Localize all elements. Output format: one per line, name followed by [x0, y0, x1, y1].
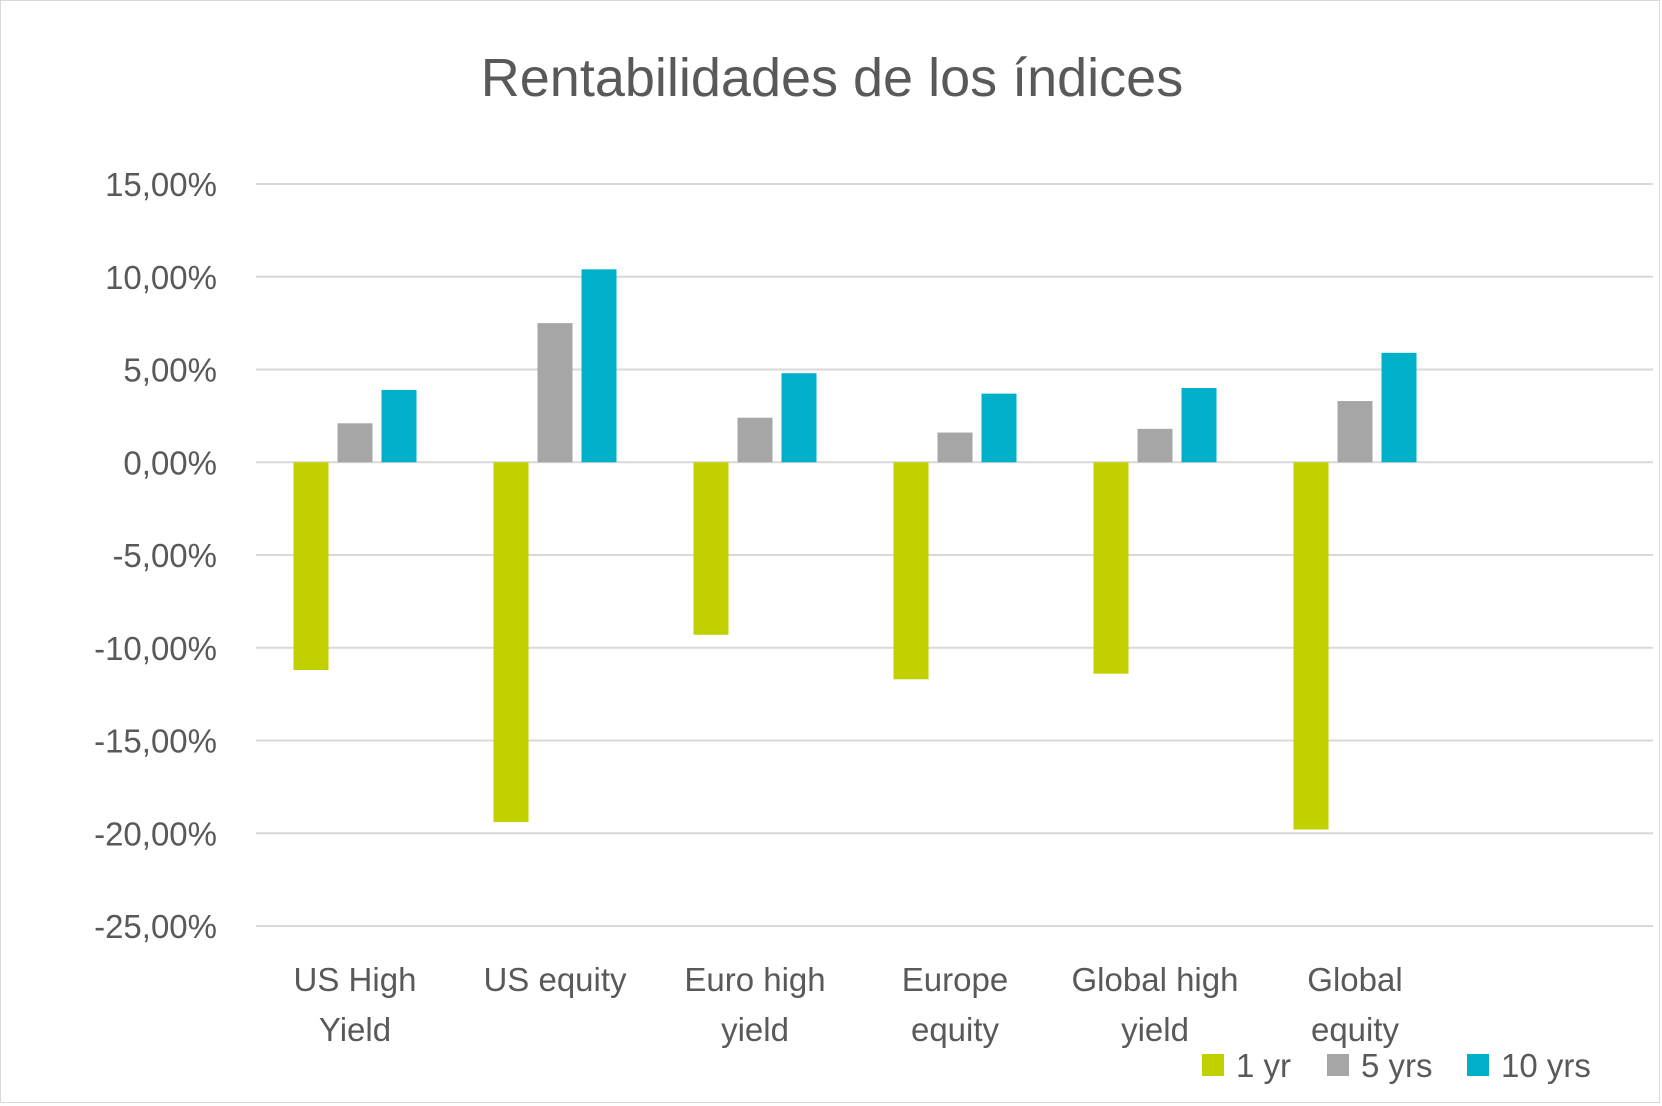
bars: [293, 269, 1417, 830]
legend: 1 yr 5 yrs 10 yrs: [1202, 1047, 1591, 1084]
x-axis-categories: US High Yield US equity Euro high yield Europ…: [294, 961, 1403, 1048]
x-category-label: Yield: [319, 1011, 391, 1048]
y-tick-label: 0,00%: [123, 444, 217, 481]
bar-5-yrs-4: [1137, 428, 1173, 463]
bar-1-yr-2: [693, 462, 729, 635]
y-tick-label: 5,00%: [123, 352, 217, 389]
legend-swatch-5-yrs: [1327, 1054, 1349, 1076]
bar-10-yrs-4: [1181, 388, 1217, 463]
bar-10-yrs-3: [981, 393, 1017, 463]
bar-1-yr-1: [493, 462, 529, 823]
bar-5-yrs-0: [337, 423, 373, 463]
bar-5-yrs-2: [737, 417, 773, 463]
y-tick-label: -10,00%: [94, 630, 217, 667]
legend-label: 5 yrs: [1361, 1047, 1433, 1084]
y-axis-ticks: 15,00% 10,00% 5,00% 0,00% -5,00% -10,00% -15,0…: [94, 166, 217, 945]
bar-5-yrs-1: [537, 323, 573, 463]
bar-1-yr-4: [1093, 462, 1129, 674]
x-category-label: Global high: [1072, 961, 1239, 998]
bar-10-yrs-2: [781, 373, 817, 463]
legend-swatch-10-yrs: [1467, 1054, 1489, 1076]
bar-5-yrs-3: [937, 432, 973, 463]
bar-10-yrs-5: [1381, 352, 1417, 463]
legend-label: 1 yr: [1236, 1047, 1291, 1084]
x-category-label: equity: [1311, 1011, 1400, 1048]
y-tick-label: -15,00%: [94, 723, 217, 760]
chart-title: Rentabilidades de los índices: [481, 48, 1183, 108]
x-category-label: yield: [1121, 1011, 1189, 1048]
x-category-label: Global: [1307, 961, 1402, 998]
gridlines: [256, 183, 1653, 927]
x-category-label: Euro high: [684, 961, 825, 998]
bar-10-yrs-0: [381, 389, 417, 463]
bar-5-yrs-5: [1337, 401, 1373, 463]
y-tick-label: 15,00%: [105, 166, 217, 203]
bar-1-yr-3: [893, 462, 929, 680]
y-tick-label: 10,00%: [105, 259, 217, 296]
y-tick-label: -5,00%: [112, 537, 217, 574]
legend-label: 10 yrs: [1501, 1047, 1591, 1084]
x-category-label: equity: [911, 1011, 1000, 1048]
bar-1-yr-0: [293, 462, 329, 671]
bar-1-yr-5: [1293, 462, 1329, 830]
x-category-label: US High: [294, 961, 417, 998]
bar-10-yrs-1: [581, 269, 617, 463]
y-tick-label: -25,00%: [94, 908, 217, 945]
legend-swatch-1-yr: [1202, 1054, 1224, 1076]
x-category-label: yield: [721, 1011, 789, 1048]
x-category-label: US equity: [483, 961, 627, 998]
y-tick-label: -20,00%: [94, 815, 217, 852]
x-category-label: Europe: [902, 961, 1008, 998]
